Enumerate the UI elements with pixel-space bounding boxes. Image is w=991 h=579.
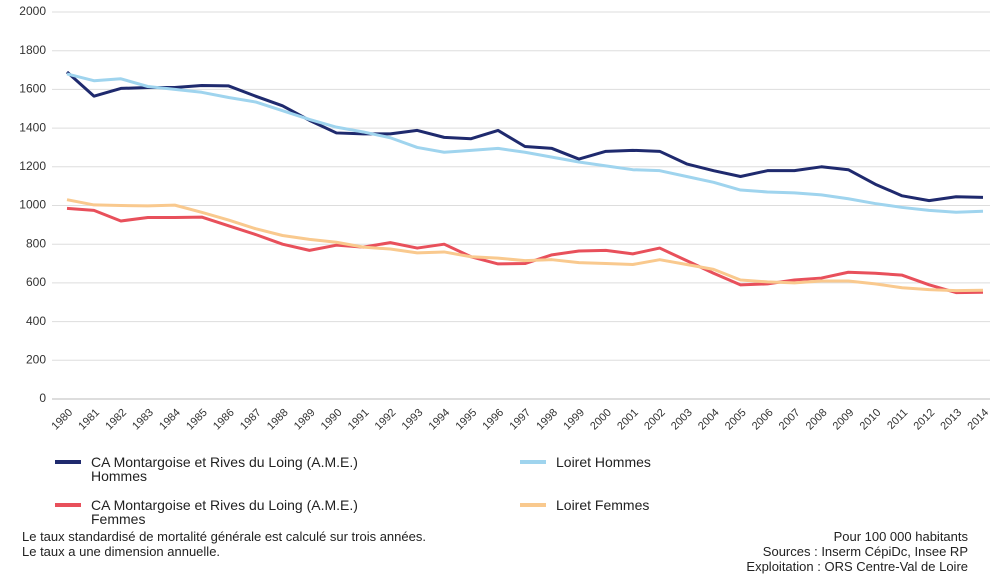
series-line [66, 198, 984, 293]
x-tick-label: 1989 [292, 407, 318, 433]
x-tick-label: 1988 [265, 407, 291, 433]
x-tick-label: 2002 [642, 407, 668, 433]
x-tick-label: 2012 [911, 407, 937, 433]
x-tick-label: 1996 [480, 407, 506, 433]
y-tick-label: 1200 [19, 159, 46, 173]
x-tick-label: 2013 [938, 407, 964, 433]
x-tick-label: 1999 [561, 407, 587, 433]
x-tick-label: 2010 [858, 407, 884, 433]
x-tick-label: 1987 [238, 407, 264, 433]
x-tick-label: 2001 [615, 407, 641, 433]
legend-label: CA Montargoise et Rives du Loing (A.M.E.… [91, 454, 358, 484]
series-line [65, 70, 984, 203]
legend-label: Loiret Hommes [556, 454, 651, 470]
y-tick-label: 1600 [19, 82, 46, 96]
note: Pour 100 000 habitants [833, 529, 968, 544]
x-tick-label: 1984 [157, 407, 183, 433]
x-tick-label: 1993 [400, 407, 426, 433]
x-tick-label: 1983 [130, 407, 156, 433]
note: Le taux a une dimension annuelle. [22, 544, 221, 559]
y-tick-label: 600 [26, 275, 46, 289]
legend-swatch [55, 460, 81, 464]
y-tick-label: 1400 [19, 120, 46, 134]
x-tick-label: 1985 [184, 407, 210, 433]
x-tick-label: 2000 [588, 407, 614, 433]
x-tick-label: 1990 [319, 407, 345, 433]
x-tick-label: 1995 [453, 407, 479, 433]
x-tick-label: 2004 [696, 407, 722, 433]
x-tick-label: 2011 [885, 407, 910, 432]
series-line [66, 206, 984, 295]
x-tick-label: 1986 [211, 407, 237, 433]
x-tick-label: 2007 [777, 407, 803, 433]
legend-swatch [55, 503, 81, 507]
x-tick-label: 1980 [49, 407, 75, 433]
legend-label: CA Montargoise et Rives du Loing (A.M.E.… [91, 497, 358, 527]
chart: 0 200 400 600 800 1000 1200 1400 1600 1800 2000 198… [19, 4, 991, 433]
x-tick-label: 1982 [103, 407, 129, 433]
x-tick-label: 2006 [750, 407, 776, 433]
y-tick-label: 200 [26, 352, 46, 366]
y-tick-label: 1800 [19, 43, 46, 57]
x-tick-label: 1994 [427, 407, 453, 433]
y-tick-label: 400 [26, 314, 46, 328]
x-tick-label: 2008 [804, 407, 830, 433]
x-tick-label: 1992 [373, 407, 399, 433]
legend-item: CA Montargoise et Rives du Loing (A.M.E.… [55, 498, 395, 526]
x-tick-label: 2005 [723, 407, 749, 433]
legend-swatch [520, 503, 546, 507]
legend-item: CA Montargoise et Rives du Loing (A.M.E.… [55, 455, 395, 483]
y-tick-label: 800 [26, 236, 46, 250]
legend-item: Loiret Hommes [520, 455, 860, 469]
legend-label: Loiret Femmes [556, 497, 650, 513]
x-tick-label: 2003 [669, 407, 695, 433]
x-tick-label: 2014 [965, 407, 991, 433]
legend-swatch [520, 460, 546, 464]
legend-item: Loiret Femmes [520, 498, 860, 512]
note: Le taux standardisé de mortalité général… [22, 529, 426, 544]
x-tick-label: 1997 [507, 407, 533, 433]
x-tick-label: 1991 [346, 407, 372, 433]
y-tick-label: 0 [39, 391, 46, 405]
series-line [66, 72, 984, 214]
x-tick-label: 2009 [831, 407, 857, 433]
x-tick-label: 1981 [76, 407, 102, 433]
y-tick-label: 2000 [19, 4, 46, 18]
x-tick-label: 1998 [534, 407, 560, 433]
note: Exploitation : ORS Centre-Val de Loire [746, 559, 968, 574]
note: Sources : Inserm CépiDc, Insee RP [762, 544, 968, 559]
y-tick-label: 1000 [19, 198, 46, 212]
